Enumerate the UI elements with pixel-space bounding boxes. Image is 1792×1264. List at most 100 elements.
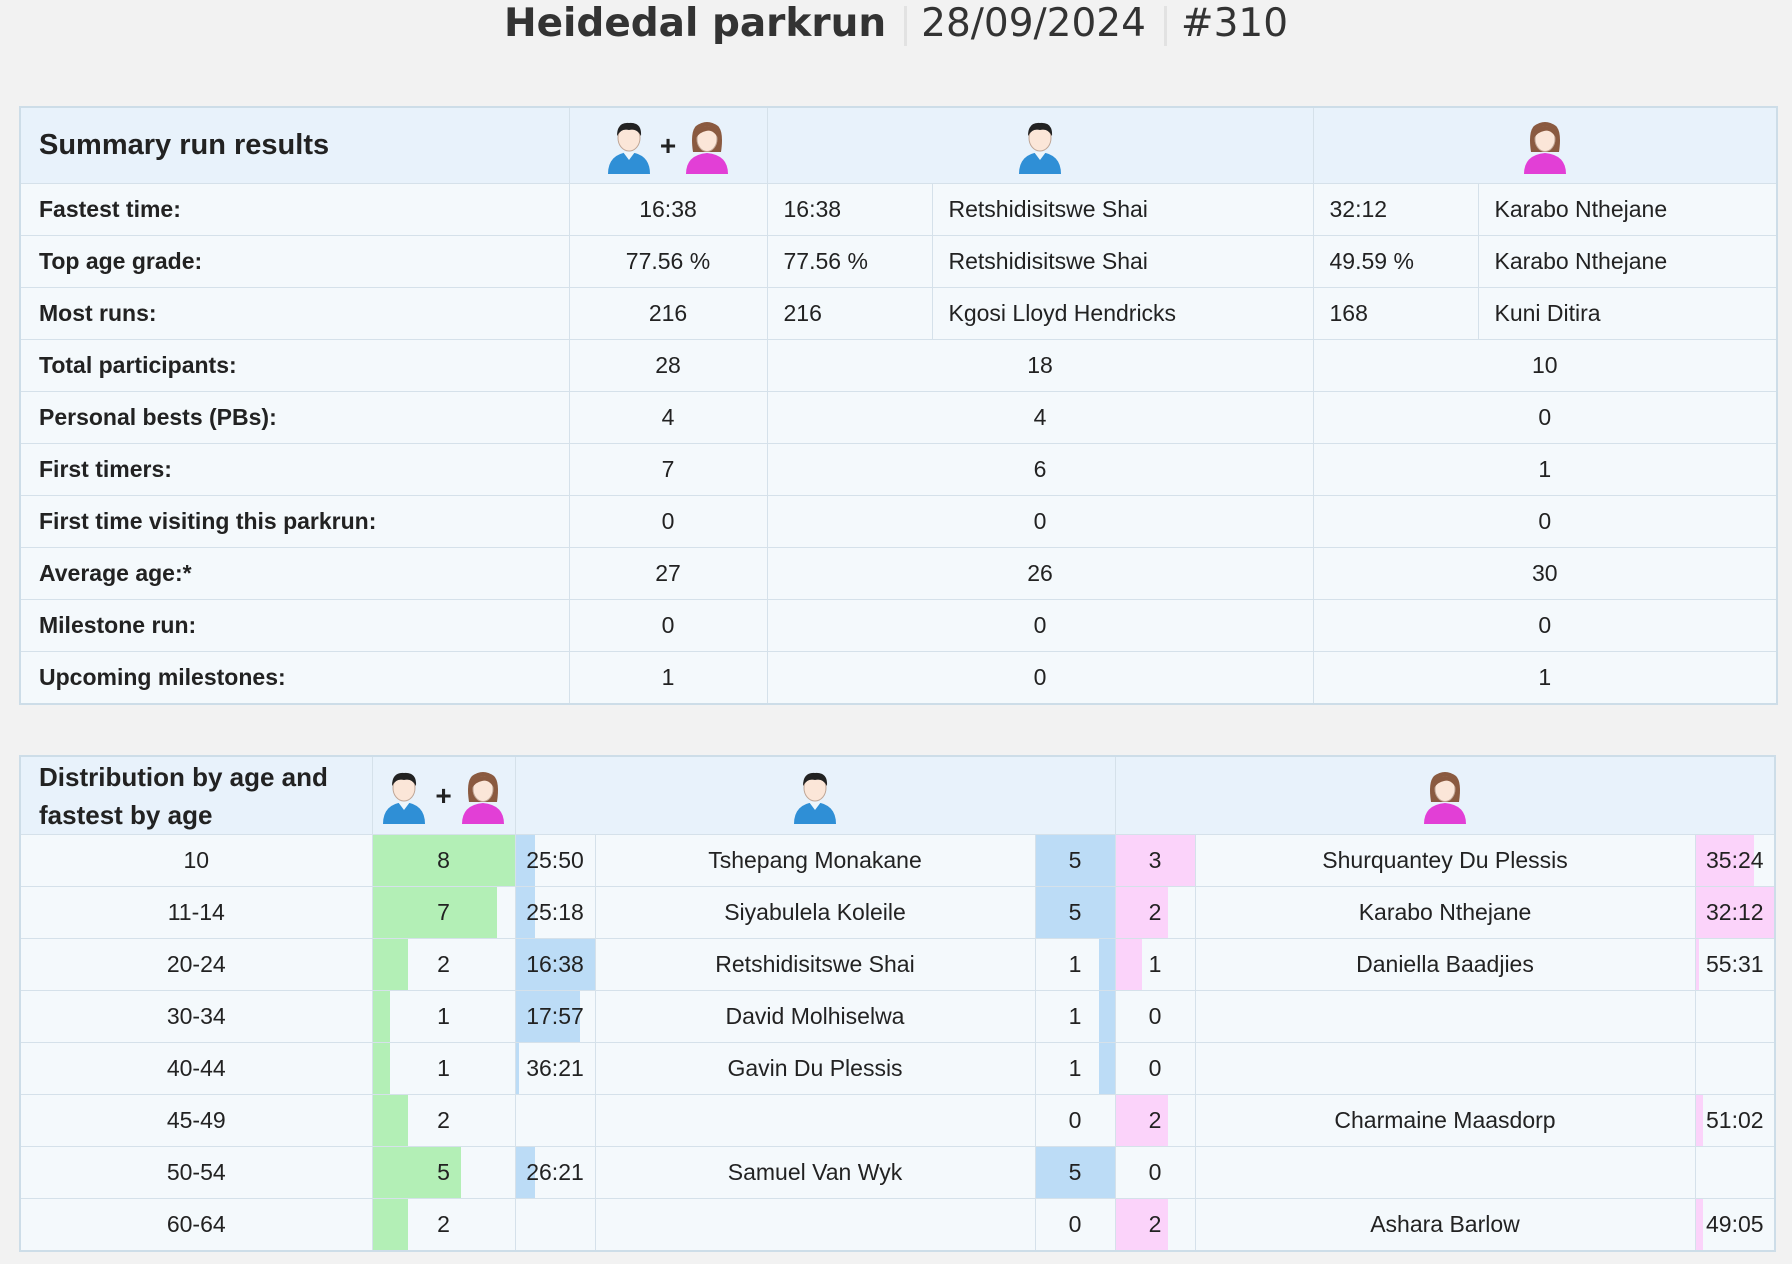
male-value: 4: [766, 391, 1314, 444]
female-fastest-name: Karabo Nthejane: [1194, 886, 1696, 939]
female-count-text: 2: [1148, 1211, 1162, 1237]
male-value: 18: [766, 339, 1314, 392]
summary-row-label: Upcoming milestones:: [19, 651, 570, 705]
male-fastest-time-bar: [516, 991, 581, 1042]
summary-row-label: Personal bests (PBs):: [19, 391, 570, 444]
female-value: 0: [1312, 391, 1778, 444]
male-count-bar: [1098, 939, 1114, 990]
female-count-text: 2: [1148, 899, 1162, 925]
female-fastest-time: 35:24: [1694, 834, 1776, 887]
total-count-bar: [373, 1147, 462, 1198]
female-fastest-time-bar: [1696, 887, 1775, 938]
female-count: 0: [1114, 1146, 1196, 1199]
male-fastest-time-bar: [516, 835, 536, 886]
age-group: 11-14: [19, 886, 373, 939]
total-count-text: 2: [437, 1211, 450, 1237]
summary-header-row: Summary run results +: [19, 106, 1778, 184]
female-icon: [682, 118, 732, 174]
male-count-bar: [1036, 887, 1114, 938]
summary-row: Total participants: 28 18 10: [19, 339, 1778, 392]
distribution-title: Distribution by age and fastest by age: [19, 755, 373, 835]
male-fastest-time-text: 25:18: [526, 899, 584, 925]
male-count-bar: [1036, 835, 1114, 886]
male-value: 16:38: [766, 183, 933, 236]
total-count-text: 8: [437, 847, 450, 873]
female-count-text: 0: [1148, 1159, 1162, 1185]
all-value: 1: [568, 651, 768, 705]
female-header: [1114, 755, 1776, 835]
summary-row-label: First timers:: [19, 443, 570, 496]
age-group: 45-49: [19, 1094, 373, 1147]
male-count-text: 1: [1068, 1055, 1082, 1081]
male-count: 5: [1034, 886, 1116, 939]
male-fastest-name: [594, 1094, 1036, 1147]
male-icon: [1015, 118, 1065, 174]
male-count: 5: [1034, 1146, 1116, 1199]
male-fastest-time-bar: [516, 1043, 519, 1094]
female-count-bar: [1116, 887, 1169, 938]
summary-row-label: Fastest time:: [19, 183, 570, 236]
male-count-text: 5: [1068, 899, 1082, 925]
male-fastest-time: 16:38: [514, 938, 596, 991]
female-runner-name: Kuni Ditira: [1477, 287, 1778, 340]
female-fastest-name: Daniella Baadjies: [1194, 938, 1696, 991]
distribution-row: 30-34 1 17:57 David Molhiselwa 1 0: [19, 990, 1776, 1043]
all-value: 7: [568, 443, 768, 496]
total-count-text: 1: [437, 1055, 450, 1081]
male-fastest-time: [514, 1094, 596, 1147]
male-icon: [790, 768, 840, 824]
female-fastest-name: [1194, 1042, 1696, 1095]
male-header: [766, 106, 1314, 184]
female-header: [1312, 106, 1778, 184]
summary-row: Upcoming milestones: 1 0 1: [19, 651, 1778, 705]
male-fastest-time-bar: [516, 1147, 536, 1198]
female-count-bar: [1116, 939, 1142, 990]
summary-title: Summary run results: [19, 106, 570, 184]
total-count-bar: [373, 1095, 408, 1146]
male-value: 6: [766, 443, 1314, 496]
female-fastest-time: [1694, 990, 1776, 1043]
male-icon: [604, 118, 654, 174]
total-count-text: 2: [437, 951, 450, 977]
total-count-bar: [373, 1199, 408, 1250]
male-fastest-time-bar: [516, 939, 594, 990]
male-count-text: 0: [1068, 1107, 1082, 1133]
female-count: 0: [1114, 990, 1196, 1043]
female-count-bar: [1116, 1199, 1169, 1250]
total-count: 2: [371, 938, 516, 991]
header-divider: [904, 5, 908, 46]
female-count: 3: [1114, 834, 1196, 887]
plus-sign: +: [435, 779, 452, 811]
all-value: 4: [568, 391, 768, 444]
female-runner-name: Karabo Nthejane: [1477, 183, 1778, 236]
total-count-bar: [373, 835, 514, 886]
male-fastest-time: [514, 1198, 596, 1252]
summary-row-label: First time visiting this parkrun:: [19, 495, 570, 548]
female-count-bar: [1116, 1095, 1169, 1146]
all-value: 28: [568, 339, 768, 392]
male-runner-name: Retshidisitswe Shai: [931, 235, 1314, 288]
all-value: 27: [568, 547, 768, 600]
male-value: 77.56 %: [766, 235, 933, 288]
female-value: 168: [1312, 287, 1479, 340]
female-icon: [1420, 768, 1470, 824]
summary-row-label: Milestone run:: [19, 599, 570, 652]
female-fastest-time-bar: [1696, 1095, 1704, 1146]
distribution-row: 10 8 25:50 Tshepang Monakane 5 3 Shurquantey D…: [19, 834, 1776, 887]
total-count-text: 5: [437, 1159, 450, 1185]
summary-row: Top age grade: 77.56 % 77.56 % Retshidisits…: [19, 235, 1778, 288]
female-fastest-time-text: 51:02: [1705, 1107, 1764, 1133]
female-fastest-time-bar: [1696, 1199, 1704, 1250]
male-fastest-time-text: 17:57: [526, 1003, 584, 1029]
distribution-row: 50-54 5 26:21 Samuel Van Wyk 5 0: [19, 1146, 1776, 1199]
summary-row: Most runs: 216 216 Kgosi Lloyd Hendricks 168…: [19, 287, 1778, 340]
female-value: 30: [1312, 547, 1778, 600]
female-fastest-time-bar: [1696, 835, 1755, 886]
total-count-bar: [373, 1043, 391, 1094]
total-count: 1: [371, 990, 516, 1043]
female-fastest-time: 49:05: [1694, 1198, 1776, 1252]
male-fastest-time-text: 36:21: [526, 1055, 584, 1081]
male-fastest-name: Retshidisitswe Shai: [594, 938, 1036, 991]
male-header: [514, 755, 1116, 835]
female-fastest-name: [1194, 990, 1696, 1043]
